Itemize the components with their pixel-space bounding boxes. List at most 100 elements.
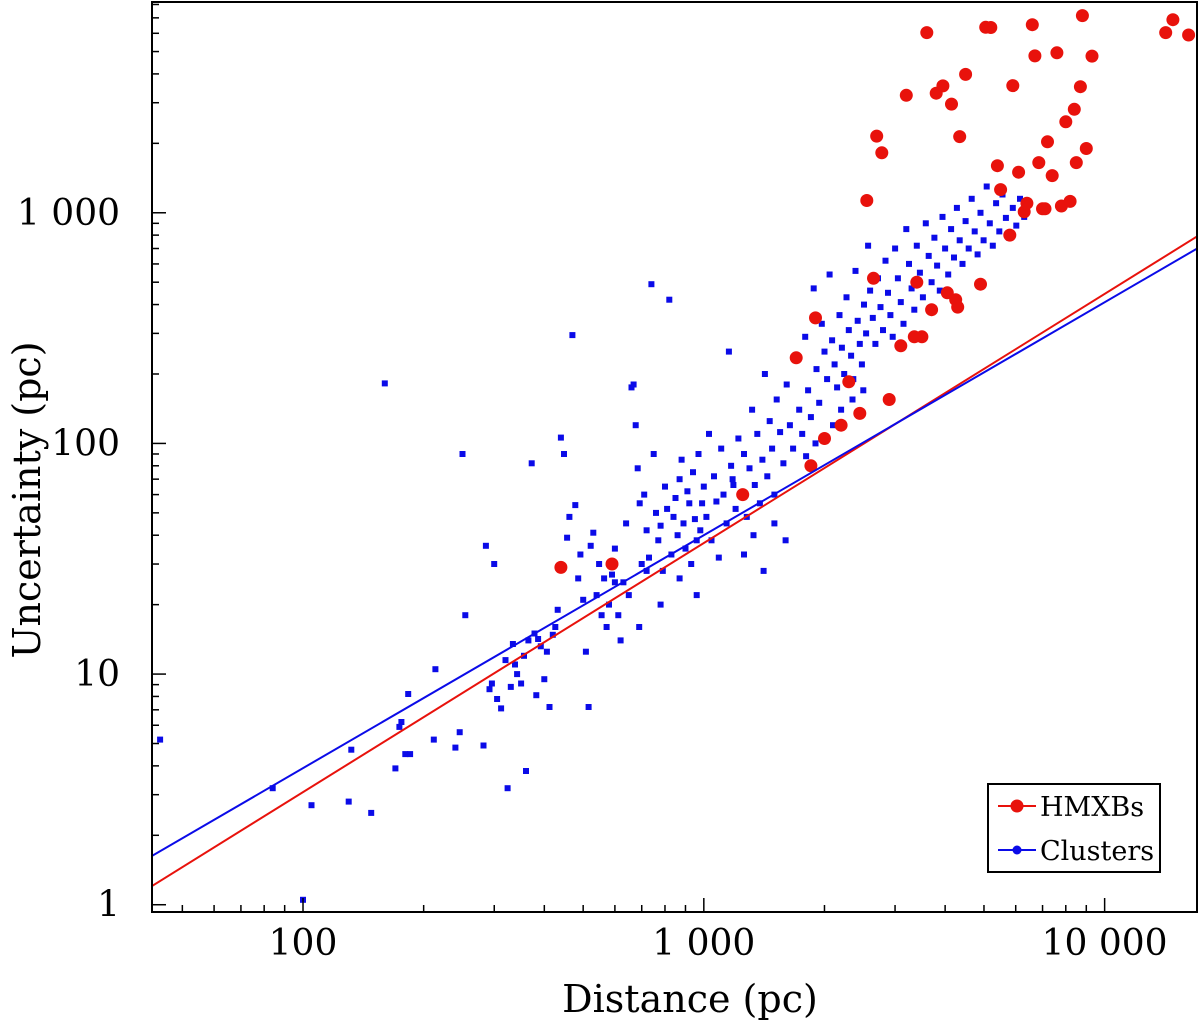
cluster-point	[682, 545, 689, 552]
cluster-point	[983, 183, 990, 190]
cluster-point	[754, 430, 761, 437]
hmxb-point	[925, 303, 939, 317]
cluster-point	[725, 348, 732, 355]
cluster-point	[569, 332, 576, 339]
cluster-point	[655, 537, 662, 544]
hmxb-point	[882, 393, 896, 406]
cluster-point	[858, 361, 865, 368]
cluster-point	[741, 551, 747, 558]
cluster-point	[398, 719, 405, 725]
x-tick-label: 100	[269, 923, 338, 964]
cluster-point	[861, 301, 867, 308]
cluster-point	[368, 809, 375, 816]
cluster-point	[769, 445, 776, 452]
cluster-point	[657, 522, 664, 529]
hmxb-point	[1025, 18, 1039, 32]
cluster-point	[459, 451, 466, 457]
axis-ticks: 100 1 000 10 000 1 10 100 1 000	[17, 3, 1168, 964]
cluster-point	[269, 785, 276, 792]
cluster-point	[537, 643, 544, 650]
cluster-point	[546, 704, 553, 710]
cluster-point	[482, 542, 489, 549]
cluster-point	[684, 488, 691, 495]
hmxb-point	[1073, 80, 1087, 94]
cluster-point	[518, 680, 525, 687]
cluster-point	[557, 434, 564, 441]
hmxb-point	[1028, 49, 1042, 63]
cluster-point	[746, 465, 753, 472]
cluster-point	[766, 418, 773, 425]
cluster-point	[720, 491, 727, 498]
hmxb-point	[984, 21, 998, 34]
cluster-point	[407, 751, 414, 758]
hmxb-point	[936, 79, 950, 93]
cluster-point	[965, 245, 972, 252]
hmxb-point	[1003, 228, 1017, 242]
cluster-point	[760, 567, 767, 574]
cluster-point	[968, 195, 975, 202]
cluster-point	[711, 473, 717, 480]
cluster-point	[971, 228, 978, 235]
hmxb-point	[1182, 28, 1196, 42]
cluster-point	[700, 483, 707, 490]
cluster-point	[802, 333, 809, 340]
cluster-point	[706, 430, 712, 437]
cluster-point	[908, 285, 915, 292]
cluster-point	[939, 213, 946, 220]
hmxb-point	[1159, 26, 1173, 40]
cluster-point	[764, 473, 771, 480]
cluster-point	[638, 561, 645, 567]
hmxb-point	[1079, 142, 1093, 155]
cluster-point	[953, 204, 960, 211]
cluster-point	[913, 242, 920, 249]
cluster-point	[609, 571, 615, 578]
hmxb-point	[1050, 46, 1064, 60]
x-tick-label: 10 000	[1042, 923, 1168, 964]
cluster-point	[494, 696, 501, 702]
cluster-point	[502, 657, 509, 664]
legend: HMXBs Clusters	[987, 783, 1161, 873]
cluster-point	[786, 422, 793, 429]
cluster-point	[810, 285, 817, 292]
cluster-point	[603, 624, 610, 630]
hmxb-point	[842, 375, 856, 389]
cluster-point	[732, 505, 739, 512]
cluster-point	[541, 676, 548, 683]
cluster-point	[348, 746, 355, 753]
hmxb-point	[1059, 115, 1073, 129]
x-tick-label: 1 000	[652, 923, 755, 964]
cluster-point	[523, 768, 529, 774]
cluster-point	[480, 742, 487, 749]
cluster-point	[796, 406, 803, 413]
cluster-point	[843, 294, 850, 301]
cluster-point	[838, 406, 845, 413]
hmxb-point	[1067, 102, 1081, 116]
cluster-point	[718, 445, 725, 452]
fit-line-hmxbs	[152, 235, 1197, 887]
cluster-point	[993, 200, 1000, 207]
cluster-point	[925, 252, 932, 259]
cluster-point	[596, 561, 603, 567]
cluster-point	[834, 384, 841, 391]
cluster-point	[593, 592, 600, 599]
y-tick-label: 1	[97, 885, 120, 926]
hmxb-point	[867, 271, 880, 285]
cluster-point	[897, 299, 904, 306]
cluster-point	[894, 275, 901, 282]
cluster-point	[780, 460, 787, 467]
cluster-point	[916, 269, 923, 276]
cluster-point	[491, 561, 498, 567]
cluster-point	[906, 260, 912, 267]
cluster-point	[653, 509, 659, 516]
hmxb-point	[1069, 156, 1083, 170]
cluster-point	[945, 271, 952, 278]
cluster-point	[980, 237, 987, 244]
cluster-point	[641, 491, 648, 498]
hmxb-point	[818, 432, 831, 445]
cluster-point	[922, 220, 929, 227]
cluster-point	[486, 686, 493, 693]
cluster-point	[986, 220, 993, 227]
hmxb-point	[945, 97, 958, 111]
cluster-point	[598, 612, 605, 619]
hmxb-point	[907, 330, 921, 344]
